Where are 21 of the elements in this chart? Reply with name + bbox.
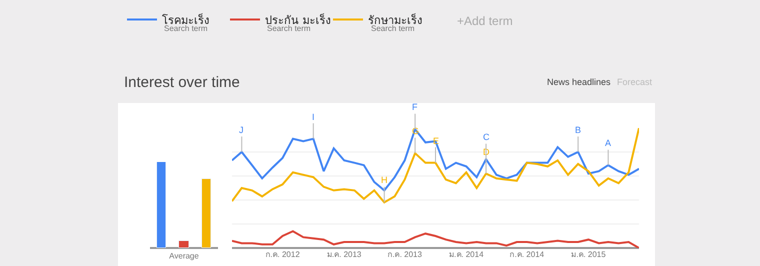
annotation: F bbox=[412, 102, 418, 112]
annotation: A bbox=[605, 138, 612, 148]
x-tick-label: Average bbox=[169, 252, 200, 261]
annotation: C bbox=[483, 132, 490, 142]
annotation: B bbox=[575, 125, 582, 135]
x-tick-label: ก.ค. 2014 bbox=[510, 250, 545, 259]
annotation: H bbox=[381, 175, 388, 185]
text: Search term bbox=[267, 24, 311, 33]
text: +Add term bbox=[457, 14, 513, 28]
text: Search term bbox=[371, 24, 415, 33]
x-tick-label: ม.ค. 2015 bbox=[571, 250, 606, 259]
x-tick-label: ม.ค. 2013 bbox=[326, 250, 362, 259]
annotation: D bbox=[483, 147, 490, 157]
text: Search term bbox=[164, 24, 208, 33]
x-tick-label: ม.ค. 2014 bbox=[449, 250, 484, 259]
text: News headlines bbox=[547, 77, 612, 87]
annotation: I bbox=[312, 112, 315, 122]
x-tick-label: ก.ค. 2012 bbox=[265, 250, 300, 259]
x-tick-label: ก.ค. 2013 bbox=[387, 250, 422, 259]
annotation: J bbox=[239, 125, 244, 135]
chart-title: Interest over time bbox=[124, 74, 240, 91]
